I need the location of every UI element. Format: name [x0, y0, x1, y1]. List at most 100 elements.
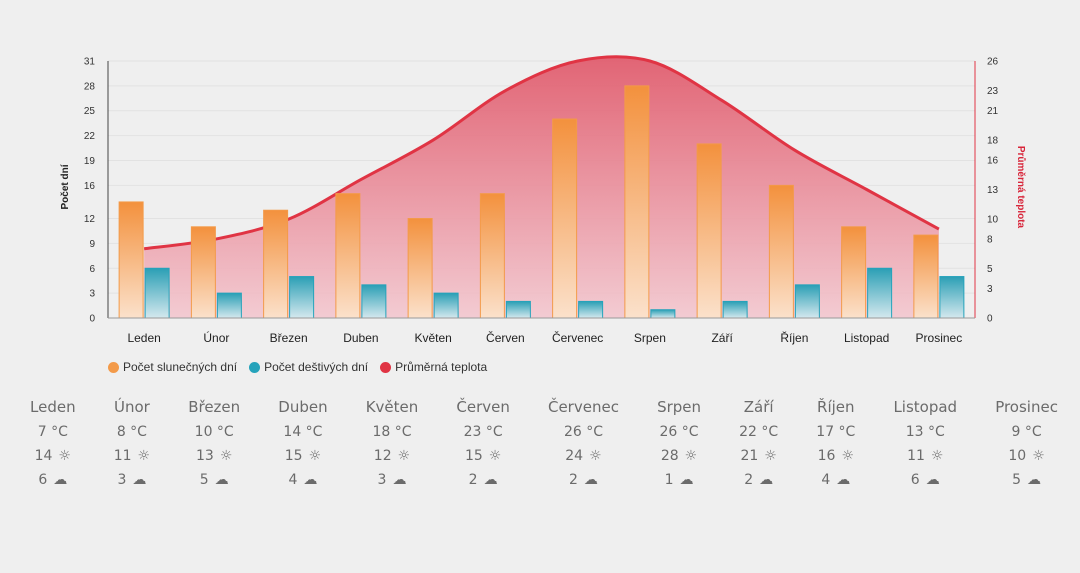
- y-tick-label: 6: [89, 264, 95, 275]
- summary-sun-value: 11: [907, 448, 925, 464]
- legend-dot-temp: [380, 361, 392, 373]
- summary-sun-value: 28: [660, 448, 679, 464]
- chart-legend: Počet slunečných dní Počet deštivých dní…: [108, 360, 487, 374]
- summary-sun-row: 24 ☼: [565, 444, 601, 468]
- x-tick-label: Srpen: [634, 331, 666, 345]
- sun-icon: ☼: [58, 448, 71, 464]
- summary-temp-value: 13 °C: [905, 424, 945, 440]
- summary-sun-row: 11 ☼: [114, 444, 150, 468]
- summary-column: Květen 18 °C 12 ☼ 3 ☁: [366, 398, 419, 492]
- summary-temp: 22 °C: [739, 420, 778, 444]
- bar-sunny-days: [263, 209, 289, 319]
- bar-rainy-days: [144, 267, 170, 319]
- summary-month: Červen: [456, 398, 510, 416]
- cloud-rain-icon: ☁: [679, 472, 694, 488]
- y2-tick-label: 0: [987, 314, 993, 325]
- y2-tick-label: 8: [987, 234, 993, 245]
- y-tick-label: 22: [84, 131, 96, 142]
- y-tick-label: 28: [84, 81, 96, 92]
- y2-tick-label: 13: [987, 185, 999, 196]
- legend-item-temp[interactable]: Průměrná teplota: [380, 360, 487, 374]
- summary-rain-row: 2 ☁: [744, 468, 773, 492]
- bar-sunny-days: [190, 226, 216, 319]
- y2-tick-label: 23: [987, 86, 999, 97]
- y-tick-label: 3: [89, 289, 95, 300]
- summary-month: Říjen: [817, 398, 855, 416]
- sun-icon: ☼: [841, 448, 854, 464]
- bar-rainy-days: [867, 267, 893, 319]
- summary-column: Září 22 °C 21 ☼ 2 ☁: [739, 398, 778, 492]
- legend-item-rainy[interactable]: Počet deštivých dní: [249, 360, 368, 374]
- summary-sun-value: 16: [817, 448, 836, 464]
- summary-month: Září: [743, 398, 774, 416]
- summary-column: Červen 23 °C 15 ☼ 2 ☁: [456, 398, 509, 492]
- summary-rain-row: 2 ☁: [469, 468, 498, 492]
- summary-sun-row: 14 ☼: [35, 444, 71, 468]
- legend-label-sunny: Počet slunečných dní: [123, 360, 238, 374]
- summary-temp-value: 9 °C: [1011, 424, 1042, 440]
- weather-chart: 0 3 6 9 12 16 19 22 25 28 31 0 3 5 8 10 13 16 18 21 23 26 Lede…: [60, 55, 1027, 346]
- sun-icon: ☼: [397, 448, 411, 464]
- sun-icon: ☼: [219, 448, 233, 464]
- summary-rain-row: 4 ☁: [288, 468, 317, 492]
- bar-rainy-days: [289, 276, 315, 319]
- summary-temp-value: 14 °C: [283, 424, 323, 440]
- x-tick-label: Květen: [414, 331, 451, 345]
- summary-rain-value: 6: [910, 472, 920, 488]
- bar-sunny-days: [624, 85, 650, 319]
- summary-rain-row: 4 ☁: [821, 468, 850, 492]
- bar-rainy-days: [433, 292, 459, 319]
- summary-sun-row: 13 ☼: [196, 444, 232, 468]
- summary-temp: 7 °C: [38, 420, 68, 444]
- bar-sunny-days: [768, 184, 794, 319]
- x-tick-label: Duben: [343, 331, 378, 345]
- summary-temp: 26 °C: [564, 420, 603, 444]
- summary-month: Srpen: [657, 398, 702, 416]
- summary-sun-value: 15: [464, 448, 483, 464]
- summary-rain-value: 5: [199, 472, 209, 488]
- bar-rainy-days: [650, 309, 676, 319]
- summary-rain-row: 3 ☁: [378, 468, 407, 492]
- summary-rain-row: 3 ☁: [117, 468, 146, 492]
- x-tick-label: Červenec: [552, 330, 603, 345]
- cloud-rain-icon: ☁: [583, 472, 598, 488]
- summary-column: Duben 14 °C 15 ☼ 4 ☁: [278, 398, 327, 492]
- x-tick-label: Leden: [127, 331, 160, 345]
- summary-sun-row: 28 ☼: [661, 444, 697, 468]
- bar-sunny-days: [841, 226, 867, 319]
- summary-column: Leden 7 °C 14 ☼ 6 ☁: [30, 398, 76, 492]
- summary-rain-row: 6 ☁: [38, 468, 67, 492]
- summary-temp: 14 °C: [283, 420, 322, 444]
- summary-column: Únor 8 °C 11 ☼ 3 ☁: [114, 398, 150, 492]
- cloud-rain-icon: ☁: [53, 472, 68, 488]
- sun-icon: ☼: [684, 448, 698, 464]
- summary-sun-row: 12 ☼: [374, 444, 410, 468]
- summary-temp-value: 23 °C: [463, 424, 503, 440]
- bar-rainy-days: [939, 276, 965, 319]
- sun-icon: ☼: [488, 448, 502, 464]
- monthly-summary: Leden 7 °C 14 ☼ 6 ☁ Únor 8 °C 11 ☼ 3 ☁ Březen …: [30, 398, 1058, 492]
- y-tick-label: 9: [89, 239, 95, 250]
- summary-rain-row: 5 ☁: [1012, 468, 1041, 492]
- y2-tick-label: 16: [987, 155, 999, 166]
- x-tick-label: Červen: [486, 330, 525, 345]
- summary-sun-value: 15: [284, 448, 303, 464]
- summary-temp: 13 °C: [906, 420, 945, 444]
- chart-axes: 0 3 6 9 12 16 19 22 25 28 31 0 3 5 8 10 13 16 18 21 23 26 Lede…: [84, 57, 999, 346]
- summary-sun-row: 16 ☼: [818, 444, 854, 468]
- summary-temp-value: 22 °C: [739, 424, 779, 440]
- legend-item-sunny[interactable]: Počet slunečných dní: [108, 360, 237, 374]
- summary-column: Březen 10 °C 13 ☼ 5 ☁: [188, 398, 240, 492]
- legend-label-temp: Průměrná teplota: [395, 360, 488, 374]
- summary-rain-value: 2: [744, 472, 754, 488]
- summary-temp-value: 18 °C: [372, 424, 412, 440]
- bar-rainy-days: [505, 300, 531, 319]
- bar-rainy-days: [794, 284, 820, 319]
- cloud-rain-icon: ☁: [303, 472, 318, 488]
- bar-sunny-days: [696, 143, 722, 319]
- sun-icon: ☼: [764, 448, 777, 464]
- summary-column: Srpen 26 °C 28 ☼ 1 ☁: [657, 398, 701, 492]
- summary-temp-value: 26 °C: [659, 424, 699, 440]
- summary-rain-value: 4: [288, 472, 298, 488]
- summary-column: Říjen 17 °C 16 ☼ 4 ☁: [816, 398, 855, 492]
